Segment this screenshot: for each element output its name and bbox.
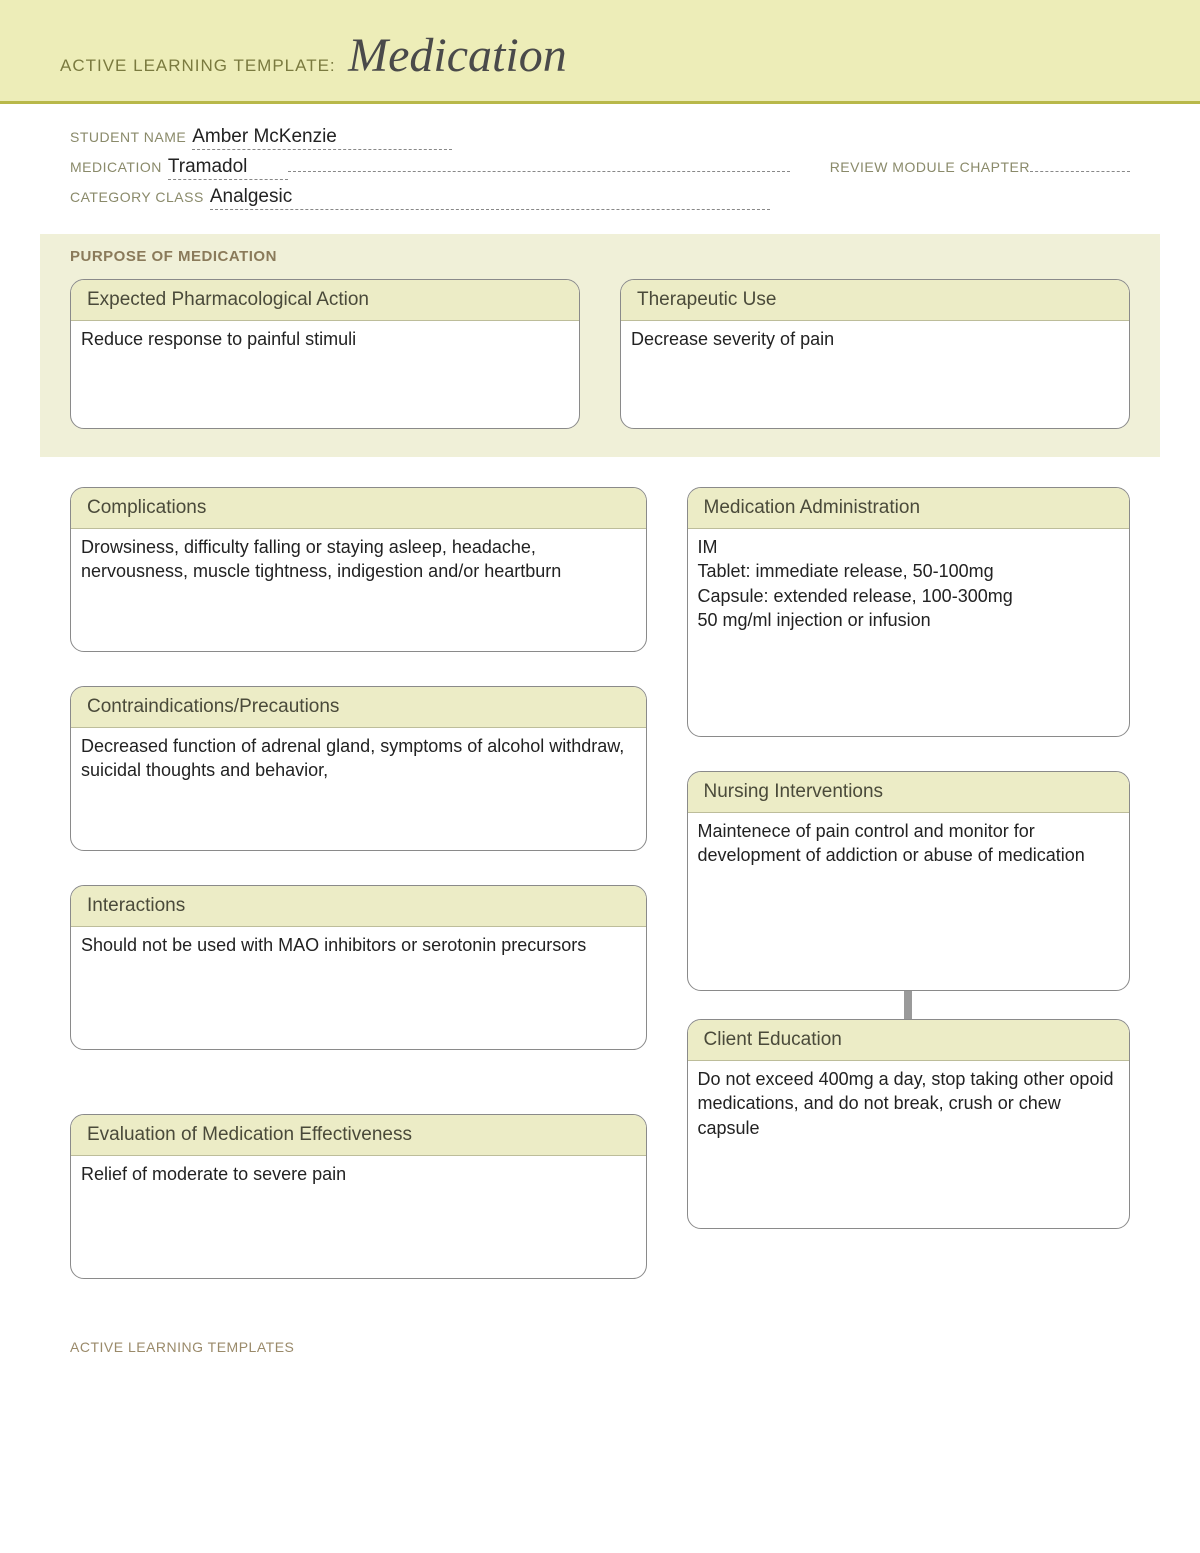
left-column: Complications Drowsiness, difficulty fal… [70, 487, 647, 1279]
interactions-body: Should not be used with MAO inhibitors o… [71, 927, 646, 969]
category-value: Analgesic [210, 186, 770, 210]
complications-title: Complications [71, 488, 646, 529]
category-row: CATEGORY CLASS Analgesic [70, 186, 1130, 210]
student-name-label: STUDENT NAME [70, 129, 186, 145]
purpose-section: PURPOSE OF MEDICATION Expected Pharmacol… [40, 234, 1160, 457]
client-ed-body: Do not exceed 400mg a day, stop taking o… [688, 1061, 1129, 1152]
header-band: ACTIVE LEARNING TEMPLATE: Medication [0, 0, 1200, 104]
medication-value: Tramadol [168, 156, 288, 180]
info-block: STUDENT NAME Amber McKenzie MEDICATION T… [0, 104, 1200, 234]
purpose-title: PURPOSE OF MEDICATION [70, 248, 1130, 265]
header-title: Medication [348, 29, 567, 82]
review-underline [1030, 156, 1130, 172]
student-name-row: STUDENT NAME Amber McKenzie [70, 126, 1130, 150]
contraindications-body: Decreased function of adrenal gland, sym… [71, 728, 646, 795]
purpose-row: Expected Pharmacological Action Reduce r… [70, 279, 1130, 429]
administration-body: IM Tablet: immediate release, 50-100mg C… [688, 529, 1129, 644]
contraindications-card: Contraindications/Precautions Decreased … [70, 686, 647, 851]
evaluation-title: Evaluation of Medication Effectiveness [71, 1115, 646, 1156]
medication-row: MEDICATION Tramadol REVIEW MODULE CHAPTE… [70, 156, 1130, 180]
medication-underline [288, 156, 790, 172]
evaluation-card: Evaluation of Medication Effectiveness R… [70, 1114, 647, 1279]
pharm-action-body: Reduce response to painful stimuli [71, 321, 579, 363]
student-name-value: Amber McKenzie [192, 126, 452, 150]
review-label: REVIEW MODULE CHAPTER [830, 159, 1030, 175]
page: ACTIVE LEARNING TEMPLATE: Medication STU… [0, 0, 1200, 1385]
evaluation-body: Relief of moderate to severe pain [71, 1156, 646, 1198]
client-ed-card: Client Education Do not exceed 400mg a d… [687, 1019, 1130, 1229]
pharm-action-title: Expected Pharmacological Action [71, 280, 579, 321]
interactions-card: Interactions Should not be used with MAO… [70, 885, 647, 1050]
therapeutic-use-title: Therapeutic Use [621, 280, 1129, 321]
footer: ACTIVE LEARNING TEMPLATES [0, 1289, 1200, 1385]
connector [904, 991, 912, 1019]
nursing-title: Nursing Interventions [688, 772, 1129, 813]
gap-1 [687, 737, 1130, 771]
medication-label: MEDICATION [70, 159, 162, 175]
client-ed-title: Client Education [688, 1020, 1129, 1061]
contraindications-title: Contraindications/Precautions [71, 687, 646, 728]
administration-title: Medication Administration [688, 488, 1129, 529]
nursing-body: Maintenece of pain control and monitor f… [688, 813, 1129, 880]
category-label: CATEGORY CLASS [70, 189, 204, 205]
complications-card: Complications Drowsiness, difficulty fal… [70, 487, 647, 652]
therapeutic-use-body: Decrease severity of pain [621, 321, 1129, 363]
main-grid: Complications Drowsiness, difficulty fal… [0, 457, 1200, 1289]
right-column: Medication Administration IM Tablet: imm… [687, 487, 1130, 1279]
header-prefix: ACTIVE LEARNING TEMPLATE: [60, 56, 336, 75]
interactions-title: Interactions [71, 886, 646, 927]
nursing-card: Nursing Interventions Maintenece of pain… [687, 771, 1130, 991]
pharm-action-card: Expected Pharmacological Action Reduce r… [70, 279, 580, 429]
complications-body: Drowsiness, difficulty falling or stayin… [71, 529, 646, 596]
therapeutic-use-card: Therapeutic Use Decrease severity of pai… [620, 279, 1130, 429]
administration-card: Medication Administration IM Tablet: imm… [687, 487, 1130, 737]
